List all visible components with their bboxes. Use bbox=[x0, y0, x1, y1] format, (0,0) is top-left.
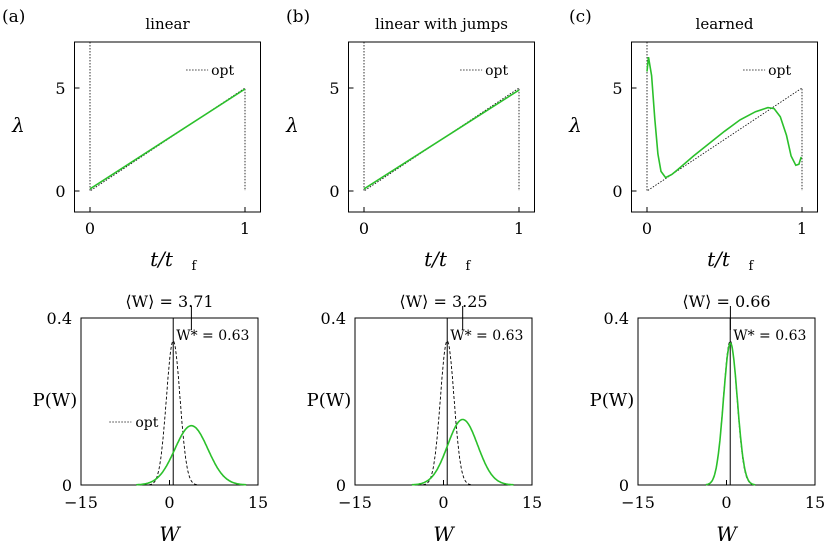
x-axis-label-subscript: f bbox=[192, 259, 198, 274]
x-axis-label: t/t bbox=[424, 247, 448, 271]
x-axis-label: W bbox=[433, 522, 455, 546]
protocol-plot bbox=[74, 41, 261, 213]
x-tick-label: 1 bbox=[240, 219, 250, 238]
mean-work-prefix: ⟨W⟩ = bbox=[125, 292, 178, 311]
x-tick-label: −15 bbox=[64, 493, 98, 512]
y-tick-label: 0.4 bbox=[321, 309, 346, 328]
mean-work-prefix: ⟨W⟩ = bbox=[399, 292, 452, 311]
legend-label: opt bbox=[135, 415, 158, 431]
panel-title: linear with jumps bbox=[375, 15, 508, 33]
x-axis-label: t/t bbox=[150, 247, 174, 271]
y-tick-label: 0 bbox=[55, 182, 65, 201]
y-axis-label: λ bbox=[285, 113, 299, 137]
x-tick-label: −15 bbox=[621, 493, 655, 512]
mean-work-value: 3.25 bbox=[452, 292, 488, 311]
learned-work-distribution bbox=[136, 424, 247, 486]
learned-protocol-line bbox=[646, 56, 802, 179]
x-tick-label: 15 bbox=[522, 493, 542, 512]
w-star-label: W* = 0.63 bbox=[733, 328, 806, 344]
mean-work-title: ⟨W⟩ = 3.71 bbox=[125, 292, 213, 311]
x-tick-label: 15 bbox=[248, 493, 268, 512]
learned-work-distribution bbox=[411, 418, 514, 486]
x-tick-label: 15 bbox=[805, 493, 825, 512]
learned-protocol-line bbox=[89, 88, 246, 190]
x-tick-label: −15 bbox=[338, 493, 372, 512]
x-axis-label: W bbox=[159, 522, 181, 546]
y-axis-label: P(W) bbox=[590, 390, 635, 411]
x-tick-label: 1 bbox=[514, 219, 524, 238]
plot-frame bbox=[74, 41, 261, 213]
x-axis-label: t/t bbox=[707, 247, 731, 271]
y-tick-label: 5 bbox=[55, 79, 65, 98]
panel-letter: (b) bbox=[286, 7, 310, 27]
y-tick-label: 5 bbox=[612, 79, 622, 98]
y-tick-label: 5 bbox=[329, 79, 339, 98]
x-tick-label: 0 bbox=[85, 219, 95, 238]
y-tick-label: 0 bbox=[336, 476, 346, 495]
y-tick-label: 0.4 bbox=[47, 309, 72, 328]
y-tick-label: 0 bbox=[329, 182, 339, 201]
y-tick-label: 0.4 bbox=[604, 309, 629, 328]
panel-title: linear bbox=[145, 15, 190, 33]
x-tick-label: 0 bbox=[438, 493, 448, 512]
legend-label: opt bbox=[485, 63, 508, 79]
mean-work-title: ⟨W⟩ = 3.25 bbox=[399, 292, 487, 311]
learned-protocol-line bbox=[363, 89, 520, 190]
plot-frame bbox=[631, 41, 818, 213]
x-axis-label: W bbox=[716, 522, 738, 546]
x-axis-label-subscript: f bbox=[749, 259, 755, 274]
plot-frame bbox=[348, 41, 535, 213]
panel-letter: (a) bbox=[2, 7, 25, 27]
w-star-label: W* = 0.63 bbox=[176, 328, 249, 344]
mean-work-value: 0.66 bbox=[735, 292, 771, 311]
legend-label: opt bbox=[768, 63, 791, 79]
optimal-work-distribution bbox=[148, 340, 198, 486]
mean-work-title: ⟨W⟩ = 0.66 bbox=[682, 292, 770, 311]
legend-label: opt bbox=[211, 63, 234, 79]
protocol-plot bbox=[631, 41, 818, 213]
y-axis-label: λ bbox=[11, 113, 25, 137]
y-axis-label: P(W) bbox=[307, 390, 352, 411]
y-axis-label: λ bbox=[568, 113, 582, 137]
x-tick-label: 0 bbox=[164, 493, 174, 512]
y-tick-label: 0 bbox=[619, 476, 629, 495]
work-distribution-plot bbox=[637, 306, 816, 486]
x-tick-label: 0 bbox=[642, 219, 652, 238]
panel-letter: (c) bbox=[569, 7, 592, 27]
x-tick-label: 0 bbox=[721, 493, 731, 512]
y-axis-label: P(W) bbox=[33, 390, 78, 411]
mean-work-prefix: ⟨W⟩ = bbox=[682, 292, 735, 311]
panel-title: learned bbox=[696, 15, 754, 33]
mean-work-value: 3.71 bbox=[178, 292, 214, 311]
work-distribution-plot bbox=[354, 306, 533, 486]
y-tick-label: 0 bbox=[62, 476, 72, 495]
w-star-label: W* = 0.63 bbox=[450, 328, 523, 344]
x-axis-label-subscript: f bbox=[466, 259, 472, 274]
protocol-plot bbox=[348, 41, 535, 213]
x-tick-label: 0 bbox=[359, 219, 369, 238]
y-tick-label: 0 bbox=[612, 182, 622, 201]
x-tick-label: 1 bbox=[797, 219, 807, 238]
work-distribution-plot bbox=[80, 306, 259, 486]
learned-work-distribution bbox=[705, 341, 756, 486]
